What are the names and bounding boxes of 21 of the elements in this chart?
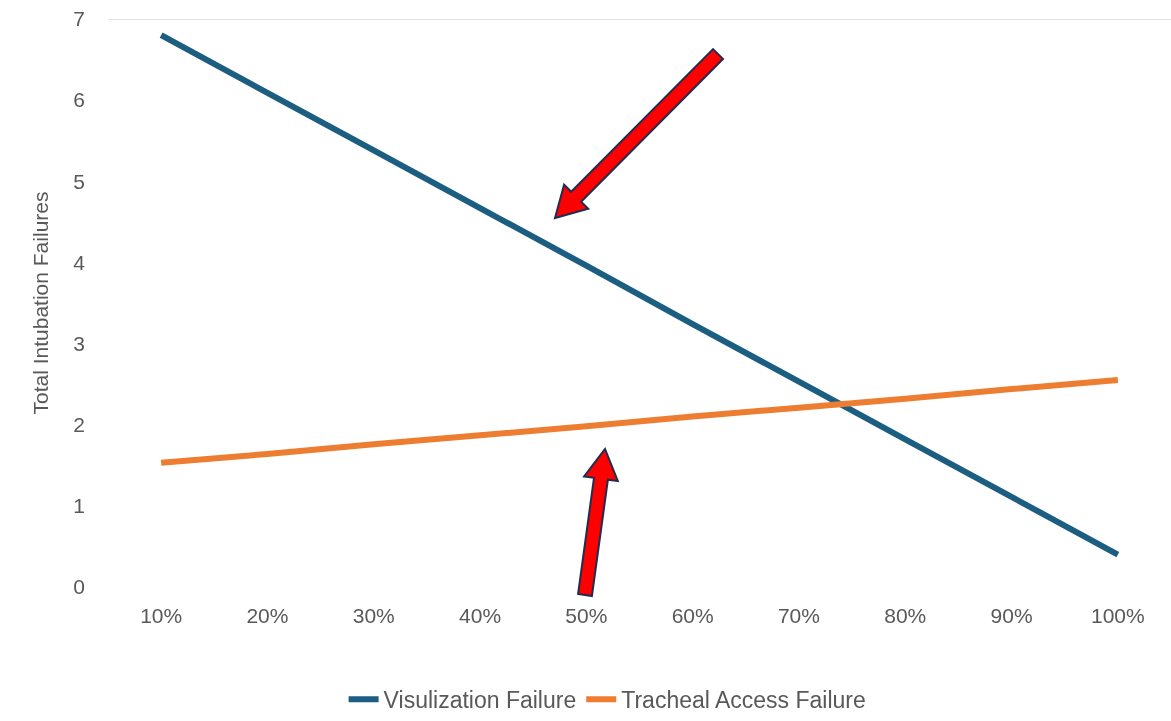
x-tick-label: 40% — [459, 604, 502, 627]
y-tick-label: 2 — [73, 413, 85, 437]
x-tick-label: 20% — [246, 604, 289, 627]
x-tick-label: 100% — [1090, 604, 1145, 627]
y-tick-label: 1 — [73, 494, 85, 518]
y-tick-label: 4 — [73, 250, 86, 274]
x-tick-label: 50% — [565, 604, 608, 627]
y-tick-label: 5 — [73, 169, 85, 193]
y-tick-label: 3 — [73, 331, 85, 355]
legend-label: Visulization Failure — [383, 687, 577, 714]
x-tick-label: 60% — [671, 604, 714, 627]
legend-label: Tracheal Access Failure — [621, 687, 866, 714]
y-axis-title: Total Intubation Failures — [29, 191, 53, 415]
x-tick-label: 10% — [140, 604, 183, 627]
x-tick-label: 90% — [990, 604, 1033, 627]
y-tick-label: 0 — [73, 575, 85, 599]
y-tick-label: 7 — [73, 7, 85, 31]
y-tick-label: 6 — [73, 88, 85, 112]
x-tick-label: 70% — [777, 604, 820, 627]
x-tick-label: 30% — [352, 604, 395, 627]
x-tick-label: 80% — [884, 604, 927, 627]
